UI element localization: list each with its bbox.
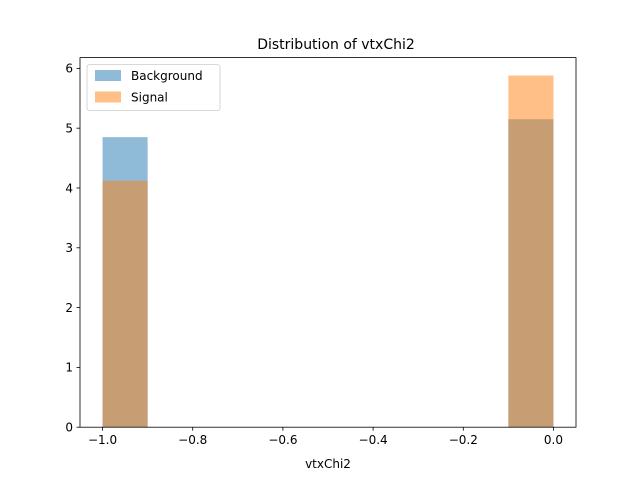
x-tick-label: −1.0 [88,433,117,447]
y-tick-label: 1 [65,361,73,375]
y-tick-label: 4 [65,181,73,195]
y-tick-label: 3 [65,241,73,255]
chart-title: Distribution of vtxChi2 [257,37,415,53]
bar-signal-0 [102,180,148,428]
legend-label-signal: Signal [131,91,168,105]
x-tick-label: −0.6 [268,433,297,447]
y-tick-label: 5 [65,121,73,135]
bar-signal-1 [508,75,554,428]
y-tick-label: 0 [65,421,73,435]
y-axis-ticks: 0 1 2 3 4 5 6 [65,62,80,435]
y-tick-label: 6 [65,62,73,76]
y-tick-label: 2 [65,301,73,315]
x-tick-label: −0.2 [449,433,478,447]
histogram-bars [102,75,554,428]
plot-frame [79,57,577,428]
x-axis-ticks: −1.0 −0.8 −0.6 −0.4 −0.2 0.0 [88,427,563,447]
x-tick-label: 0.0 [544,433,563,447]
x-axis-label: vtxChi2 [305,457,351,471]
legend-swatch-background [95,70,121,81]
legend-swatch-signal [95,91,121,103]
legend-label-background: Background [131,69,203,83]
legend: Background Signal [86,64,221,111]
x-tick-label: −0.4 [359,433,388,447]
x-tick-label: −0.8 [178,433,207,447]
